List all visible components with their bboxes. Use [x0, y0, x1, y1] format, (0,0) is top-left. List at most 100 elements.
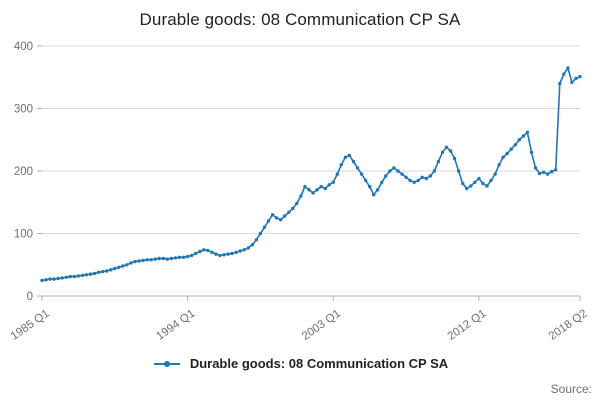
- data-point-marker: [489, 178, 493, 183]
- data-point-marker: [185, 254, 190, 259]
- data-point-marker: [497, 163, 501, 167]
- data-point-marker: [545, 172, 550, 176]
- data-point-marker: [473, 180, 477, 184]
- data-point-marker: [396, 169, 400, 173]
- data-point-marker: [562, 72, 566, 76]
- data-point-marker: [578, 74, 582, 79]
- data-point-marker: [299, 194, 303, 198]
- data-point-marker: [363, 178, 368, 183]
- data-point-marker: [376, 188, 380, 192]
- data-point-marker: [477, 176, 481, 181]
- data-point-marker: [533, 166, 538, 170]
- data-point-marker: [287, 210, 291, 214]
- data-point-marker: [68, 274, 73, 279]
- data-point-marker: [105, 269, 109, 273]
- data-point-marker: [76, 274, 81, 278]
- data-point-marker: [452, 156, 457, 161]
- data-point-marker: [436, 159, 441, 164]
- data-point-marker: [238, 249, 242, 253]
- data-point-marker: [428, 174, 432, 178]
- data-point-marker: [380, 180, 384, 184]
- data-point-marker: [218, 253, 222, 258]
- data-point-marker: [323, 186, 327, 191]
- data-point-marker: [343, 155, 348, 159]
- data-point-marker: [295, 201, 299, 206]
- data-point-marker: [48, 277, 52, 281]
- data-point-marker: [181, 255, 186, 259]
- data-point-marker: [254, 238, 259, 242]
- source-label: Source:: [550, 382, 592, 396]
- data-point-marker: [173, 256, 178, 260]
- data-point-marker: [80, 273, 85, 278]
- data-point-marker: [291, 206, 295, 211]
- data-point-marker: [72, 274, 77, 279]
- data-point-marker: [444, 145, 449, 149]
- data-point-marker: [109, 268, 113, 272]
- data-point-marker: [448, 149, 453, 153]
- data-point-marker: [121, 264, 125, 268]
- data-point-marker: [521, 134, 526, 138]
- data-point-marker: [266, 219, 271, 223]
- y-tick-label: 200: [14, 166, 33, 178]
- data-point-marker: [145, 258, 149, 262]
- data-point-marker: [424, 176, 428, 181]
- data-point-marker: [550, 169, 554, 174]
- data-point-marker: [392, 166, 396, 170]
- data-point-marker: [230, 251, 234, 256]
- data-point-marker: [537, 171, 542, 176]
- data-point-marker: [234, 250, 238, 254]
- x-tick-label: 2012 Q1: [446, 308, 489, 343]
- data-point-marker: [505, 151, 509, 156]
- data-point-marker: [226, 252, 230, 256]
- data-point-marker: [64, 275, 69, 279]
- data-point-marker: [270, 213, 275, 217]
- line-chart-plot: 0 100 200 300 400 1985 Q1 1994 Q1 2003 Q1 2012 Q…: [9, 41, 590, 343]
- y-tick-label: 300: [14, 104, 33, 116]
- data-point-marker: [161, 256, 166, 261]
- y-tick-label: 400: [14, 41, 33, 53]
- legend-line-marker-icon: [153, 360, 180, 367]
- data-point-marker: [206, 248, 210, 253]
- data-point-marker: [566, 66, 570, 70]
- series-line: [41, 67, 581, 282]
- data-point-marker: [558, 81, 562, 86]
- data-point-marker: [469, 184, 473, 188]
- y-tick-label: 100: [14, 229, 33, 241]
- data-point-marker: [202, 248, 206, 252]
- legend[interactable]: Durable goods: 08 Communication CP SA: [0, 356, 600, 371]
- data-point-marker: [335, 172, 339, 176]
- data-point-marker: [194, 251, 198, 256]
- data-point-marker: [92, 271, 97, 276]
- data-point-marker: [210, 250, 214, 254]
- data-point-marker: [250, 243, 254, 247]
- data-point-marker: [279, 218, 283, 222]
- data-point-marker: [149, 258, 153, 262]
- data-point-marker: [461, 181, 465, 186]
- data-point-marker: [554, 168, 558, 172]
- y-tick-label: 0: [27, 291, 33, 303]
- data-point-marker: [246, 246, 250, 250]
- data-point-marker: [327, 183, 331, 187]
- data-point-marker: [541, 170, 546, 174]
- data-point-marker: [388, 169, 392, 173]
- data-point-marker: [570, 80, 574, 84]
- data-point-marker: [574, 76, 578, 81]
- data-point-marker: [125, 263, 129, 267]
- data-point-marker: [60, 276, 64, 280]
- data-point-marker: [40, 278, 44, 283]
- data-point-marker: [412, 180, 416, 184]
- data-point-marker: [339, 163, 343, 167]
- data-point-marker: [517, 138, 521, 142]
- data-point-marker: [84, 273, 89, 277]
- data-point-marker: [416, 178, 420, 183]
- data-point-marker: [242, 248, 246, 252]
- data-point-marker: [311, 191, 315, 195]
- data-point-marker: [96, 270, 101, 274]
- data-point-marker: [283, 214, 287, 218]
- data-point-marker: [384, 174, 388, 178]
- data-point-marker: [529, 150, 534, 154]
- data-point-marker: [315, 188, 319, 192]
- data-point-marker: [190, 253, 194, 258]
- data-point-marker: [165, 257, 170, 261]
- data-point-marker: [481, 181, 485, 186]
